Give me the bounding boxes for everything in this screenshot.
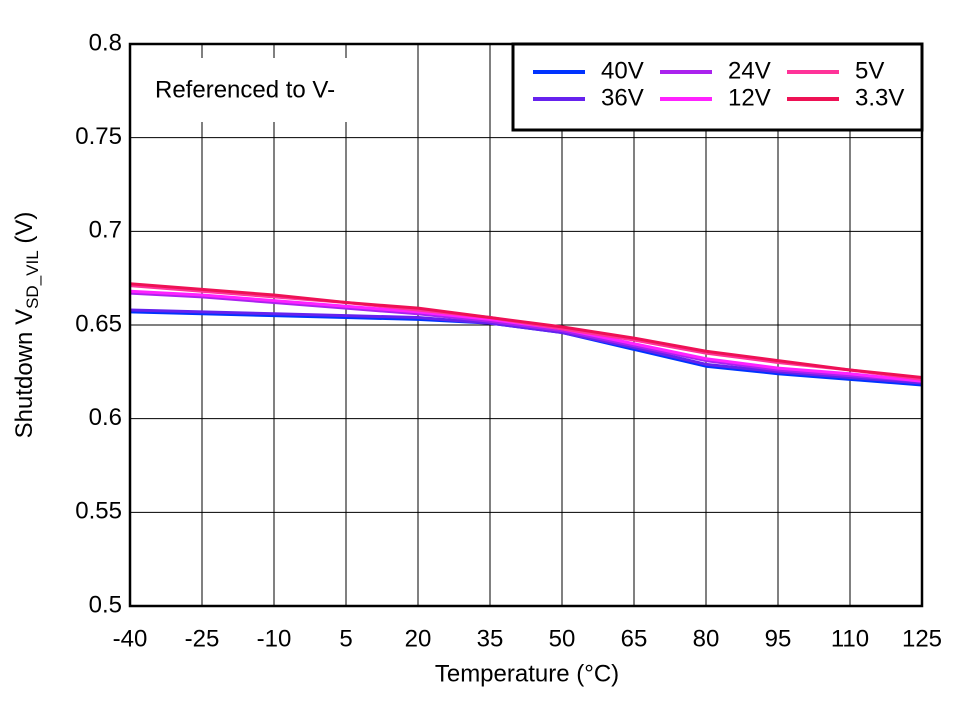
x-tick-label: 35 xyxy=(477,625,504,652)
x-tick-label: 125 xyxy=(902,625,942,652)
x-tick-label: -25 xyxy=(185,625,220,652)
x-tick-label: 20 xyxy=(405,625,432,652)
x-tick-label: 65 xyxy=(621,625,648,652)
y-tick-label: 0.75 xyxy=(75,123,122,150)
x-tick-label: -40 xyxy=(113,625,148,652)
y-label-subscript: SD_VIL xyxy=(23,250,42,309)
x-tick-label: 50 xyxy=(549,625,576,652)
legend-label: 36V xyxy=(601,84,644,111)
y-tick-label: 0.8 xyxy=(89,29,122,56)
x-axis-label: Temperature (°C) xyxy=(435,660,619,687)
y-label-suffix: (V) xyxy=(11,212,38,251)
x-tick-label: 110 xyxy=(831,625,869,652)
y-tick-label: 0.65 xyxy=(75,310,122,337)
legend-label: 24V xyxy=(728,57,771,84)
x-tick-label: 80 xyxy=(693,625,720,652)
legend-label: 40V xyxy=(601,57,644,84)
series-line xyxy=(129,308,923,385)
series-line xyxy=(129,282,923,379)
legend-box xyxy=(511,42,924,132)
y-tick-label: 0.6 xyxy=(89,404,122,431)
annotation-box xyxy=(140,58,402,122)
y-tick-label: 0.7 xyxy=(89,217,122,244)
legend-label: 5V xyxy=(855,57,884,84)
x-tick-label: 5 xyxy=(339,625,352,652)
y-tick-label: 0.5 xyxy=(89,591,122,618)
x-tick-label: -10 xyxy=(257,625,292,652)
y-label-text: Shutdown V xyxy=(11,309,38,438)
x-tick-label: 95 xyxy=(765,625,792,652)
legend-label: 3.3V xyxy=(855,84,904,111)
y-tick-label: 0.55 xyxy=(75,498,122,525)
y-axis-label: Shutdown VSD_VIL (V) xyxy=(11,212,42,439)
series-line xyxy=(129,291,923,383)
annotation: Referenced to V- xyxy=(155,76,335,103)
legend-label: 12V xyxy=(728,84,771,111)
